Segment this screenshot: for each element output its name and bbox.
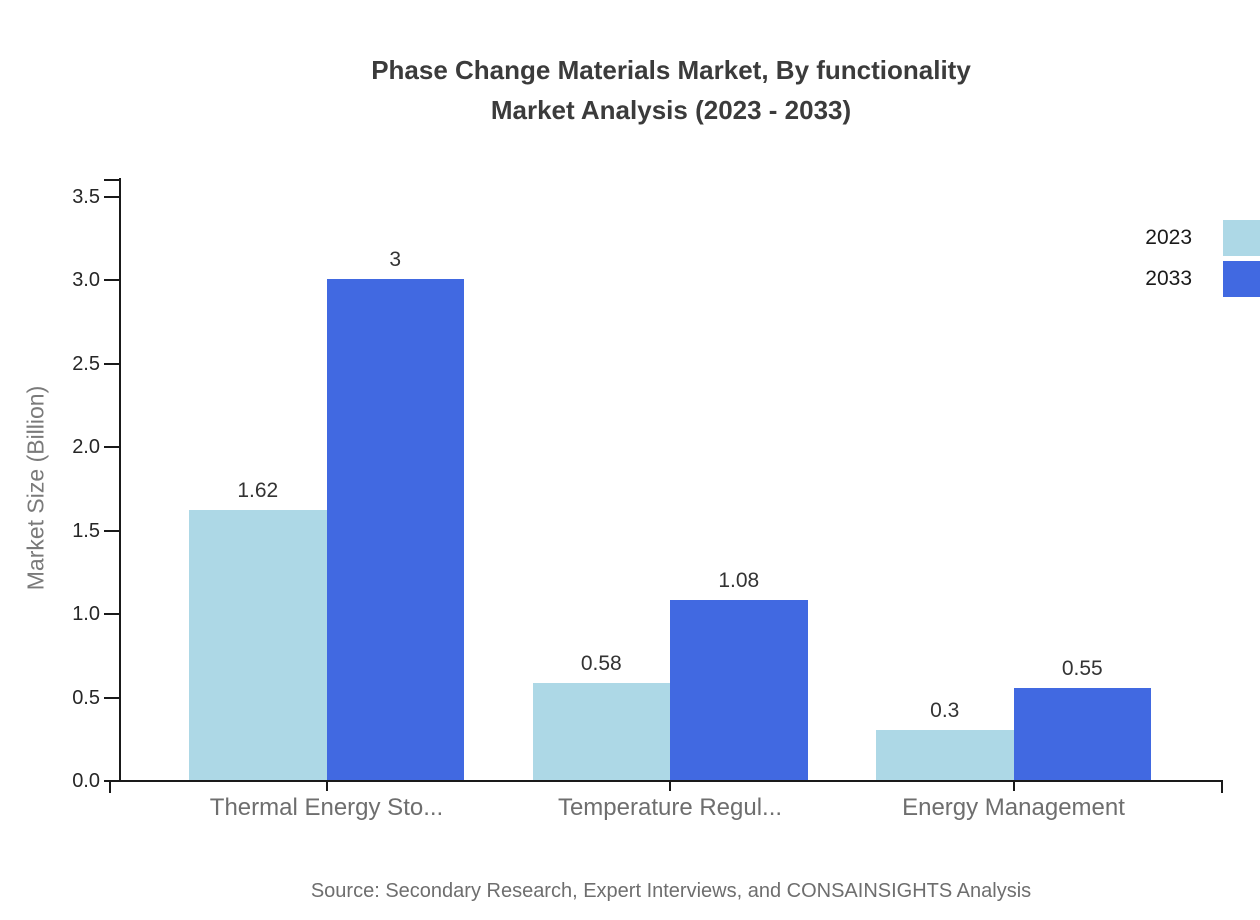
y-tick-mark xyxy=(104,279,119,282)
x-tick-mark xyxy=(325,780,328,791)
bar-2033 xyxy=(670,599,808,780)
y-tick-mark xyxy=(104,446,119,449)
y-axis-line xyxy=(119,178,121,782)
x-axis-right-end-tick xyxy=(1221,780,1223,793)
chart-title: Phase Change Materials Market, By functi… xyxy=(82,50,1260,130)
y-tick-label: 3.0 xyxy=(72,269,100,292)
bar-value-label: 0.55 xyxy=(1061,657,1103,681)
chart-title-line2: Market Analysis (2023 - 2033) xyxy=(490,95,852,125)
bar-value-label: 0.3 xyxy=(930,698,960,722)
legend-label-2023: 2023 xyxy=(1145,226,1192,249)
bar-2033 xyxy=(1013,688,1151,780)
category-label: Energy Management xyxy=(902,794,1125,821)
bar-2023 xyxy=(189,509,327,780)
x-axis-line xyxy=(108,780,1223,782)
y-tick-mark xyxy=(104,780,119,782)
y-tick-mark xyxy=(104,196,119,198)
y-tick-label: 2.0 xyxy=(72,436,100,459)
y-tick-label: 2.5 xyxy=(72,352,100,375)
y-tick-label: 1.5 xyxy=(72,519,100,542)
y-tick-label: 0.0 xyxy=(72,770,100,792)
y-axis-end-cap xyxy=(104,179,119,181)
bar-value-label: 1.62 xyxy=(237,478,279,502)
y-tick-label: 1.0 xyxy=(72,603,100,626)
bar-value-label: 0.58 xyxy=(580,652,622,676)
bar-2023 xyxy=(876,729,1014,780)
y-tick-label: 0.5 xyxy=(72,686,100,709)
bar-2033 xyxy=(326,279,464,780)
x-tick-mark xyxy=(669,780,671,791)
y-tick-mark xyxy=(104,529,119,532)
y-tick-mark xyxy=(104,696,119,699)
y-tick-mark xyxy=(104,362,119,365)
source-note: Source: Secondary Research, Expert Inter… xyxy=(310,880,1032,902)
bar-value-label: 3 xyxy=(389,248,402,272)
legend-swatch-2023 xyxy=(1223,220,1260,256)
chart-title-line1: Phase Change Materials Market, By functi… xyxy=(371,55,971,85)
y-tick-mark xyxy=(104,613,119,616)
y-axis-label: Market Size (Billion) xyxy=(22,385,49,591)
bar-value-label: 1.08 xyxy=(718,568,760,592)
x-axis-left-end-tick xyxy=(109,780,111,793)
category-label: Thermal Energy Sto... xyxy=(209,794,444,821)
legend-label-2033: 2033 xyxy=(1145,267,1192,290)
bar-2023 xyxy=(532,683,670,780)
category-label: Temperature Regul... xyxy=(557,794,783,821)
legend-swatch-2033 xyxy=(1223,261,1260,297)
y-tick-label: 3.5 xyxy=(72,186,100,208)
x-tick-mark xyxy=(1012,780,1015,791)
